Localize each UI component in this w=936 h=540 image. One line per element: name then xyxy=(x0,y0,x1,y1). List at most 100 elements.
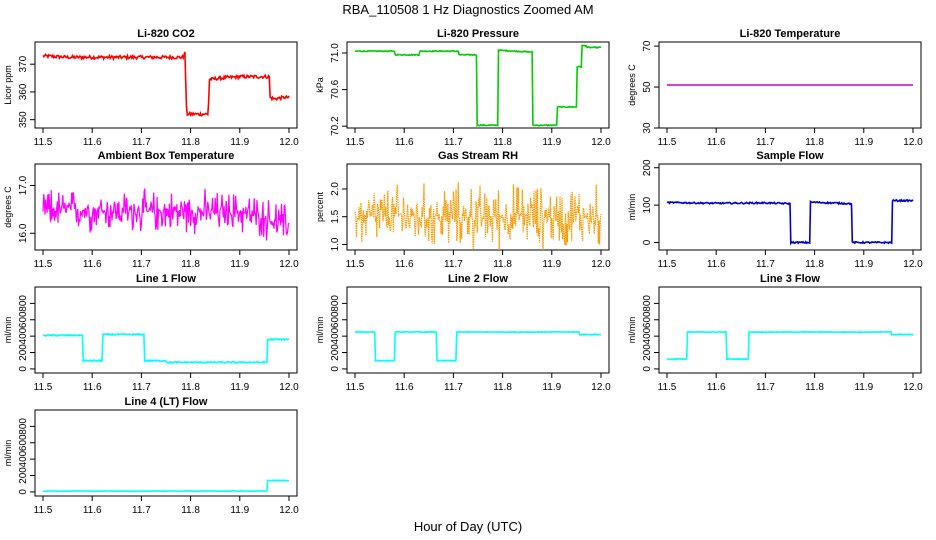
y-tick-label: 370 xyxy=(18,55,29,72)
series-line-1 xyxy=(354,182,602,251)
x-tick-label: 12.0 xyxy=(591,137,611,148)
x-tick-label: 11.5 xyxy=(658,137,677,148)
y-axis-label: percent xyxy=(315,191,325,222)
y-axis-label: kPa xyxy=(315,77,325,93)
x-tick-label: 11.8 xyxy=(493,259,512,270)
x-tick-label: 11.6 xyxy=(83,382,102,393)
y-axis-label: degrees C xyxy=(627,64,637,106)
series-line-1 xyxy=(354,330,602,363)
y-tick-label: 600 xyxy=(642,311,653,328)
x-tick-label: 11.7 xyxy=(132,382,151,393)
x-tick-label: 11.5 xyxy=(658,259,677,270)
x-tick-label: 11.7 xyxy=(756,382,775,393)
x-tick-label: 11.7 xyxy=(132,137,151,148)
x-tick-label: 11.7 xyxy=(444,382,463,393)
y-axis-label: Licor ppm xyxy=(3,65,13,105)
panel-title: Li-820 Temperature xyxy=(740,28,841,40)
y-tick-label: 100 xyxy=(642,196,653,213)
plot-frame xyxy=(658,41,922,129)
x-tick-label: 11.5 xyxy=(346,137,365,148)
panel-title: Gas Stream RH xyxy=(438,150,518,162)
x-tick-label: 11.9 xyxy=(542,382,561,393)
panel-9: Line 3 Flow 11.5 11.6 11.7 11.8 11.9 12.0 0 2004… xyxy=(627,273,923,393)
x-tick-label: 11.8 xyxy=(181,259,200,270)
x-axis-caption: Hour of Day (UTC) xyxy=(414,519,522,534)
series-line-1 xyxy=(42,479,290,493)
plot-frame xyxy=(658,286,922,374)
panels: Li-820 CO2 11.5 11.6 11.7 11.8 11.9 12.0 350 360… xyxy=(3,28,923,516)
panel-5: Gas Stream RH 11.5 11.6 11.7 11.8 11.9 12.0 1.0… xyxy=(315,150,611,270)
x-tick-label: 11.7 xyxy=(132,259,151,270)
panel-title: Line 3 Flow xyxy=(760,273,820,285)
x-tick-label: 12.0 xyxy=(279,137,299,148)
panel-7: Line 1 Flow 11.5 11.6 11.7 11.8 11.9 12.0 0 2004… xyxy=(3,273,299,393)
x-tick-label: 12.0 xyxy=(279,382,299,393)
x-tick-label: 11.7 xyxy=(132,505,151,516)
x-tick-label: 11.9 xyxy=(854,137,873,148)
x-tick-label: 11.8 xyxy=(181,382,200,393)
x-tick-label: 11.6 xyxy=(83,137,102,148)
x-tick-label: 11.9 xyxy=(542,259,561,270)
x-tick-label: 11.5 xyxy=(34,259,53,270)
x-tick-label: 12.0 xyxy=(903,382,923,393)
series-line-1 xyxy=(666,198,914,246)
panel-8: Line 2 Flow 11.5 11.6 11.7 11.8 11.9 12.0 0 2004… xyxy=(315,273,611,393)
plot-frame xyxy=(34,409,298,497)
y-tick-label: 600 xyxy=(330,311,341,328)
y-axis-label: ml/min xyxy=(3,440,13,467)
y-tick-label: 71.0 xyxy=(330,43,341,63)
x-tick-label: 11.9 xyxy=(230,382,249,393)
panel-4: Ambient Box Temperature 11.5 11.6 11.7 11.8 1… xyxy=(3,150,299,270)
x-tick-label: 11.5 xyxy=(346,259,365,270)
x-tick-label: 11.7 xyxy=(756,259,775,270)
y-tick-label: 0 xyxy=(18,489,29,495)
x-tick-label: 11.8 xyxy=(181,137,200,148)
x-tick-label: 12.0 xyxy=(279,259,299,270)
y-tick-label: 50 xyxy=(642,81,653,93)
y-tick-label: 800 xyxy=(18,295,29,312)
x-tick-label: 11.5 xyxy=(34,382,53,393)
panel-title: Line 1 Flow xyxy=(136,273,196,285)
x-tick-label: 11.9 xyxy=(230,505,249,516)
x-tick-label: 11.7 xyxy=(444,137,463,148)
x-tick-label: 11.6 xyxy=(83,505,102,516)
y-tick-label: 70.6 xyxy=(330,79,341,99)
y-tick-label: 30 xyxy=(642,122,653,134)
y-tick-label: 17.0 xyxy=(18,175,29,195)
series-line-1 xyxy=(354,44,602,128)
x-tick-label: 11.6 xyxy=(395,259,414,270)
y-tick-label: 1.0 xyxy=(330,237,341,251)
plot-frame xyxy=(346,163,610,251)
panel-title: Li-820 Pressure xyxy=(437,28,519,40)
panel-title: Sample Flow xyxy=(756,150,824,162)
y-axis-label: ml/min xyxy=(627,317,637,344)
y-tick-label: 70.2 xyxy=(330,116,341,136)
plot-frame xyxy=(658,163,922,251)
x-tick-label: 11.5 xyxy=(34,137,53,148)
y-tick-label: 1.5 xyxy=(330,209,341,223)
y-tick-label: 0 xyxy=(330,366,341,372)
x-tick-label: 11.9 xyxy=(230,259,249,270)
x-tick-label: 11.8 xyxy=(805,259,824,270)
y-tick-label: 800 xyxy=(18,418,29,435)
panel-1: Li-820 CO2 11.5 11.6 11.7 11.8 11.9 12.0 350 360… xyxy=(3,28,299,148)
x-tick-label: 11.6 xyxy=(395,137,414,148)
panel-title: Ambient Box Temperature xyxy=(98,150,235,162)
x-tick-label: 11.6 xyxy=(395,382,414,393)
series-line-1 xyxy=(42,332,290,365)
x-tick-label: 11.6 xyxy=(707,137,726,148)
x-tick-label: 12.0 xyxy=(903,137,923,148)
x-tick-label: 11.6 xyxy=(707,382,726,393)
panel-title: Line 4 (LT) Flow xyxy=(125,396,208,408)
x-tick-label: 12.0 xyxy=(279,505,299,516)
figure-title: RBA_110508 1 Hz Diagnostics Zoomed AM xyxy=(342,2,593,17)
x-tick-label: 11.7 xyxy=(756,137,775,148)
plot-frame xyxy=(34,286,298,374)
y-tick-label: 2.0 xyxy=(330,182,341,196)
plot-frame xyxy=(34,41,298,129)
plot-frame xyxy=(34,163,298,251)
y-tick-label: 200 xyxy=(18,467,29,484)
y-tick-label: 800 xyxy=(642,295,653,312)
